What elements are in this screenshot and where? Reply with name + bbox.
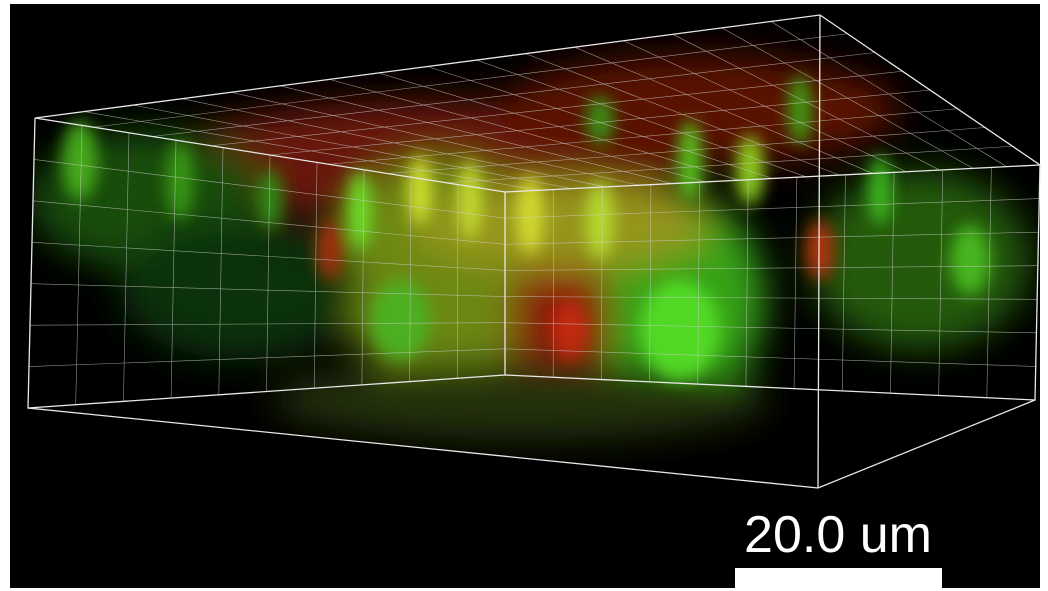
scale-bar: [735, 568, 942, 588]
micrograph: 20.0 um: [0, 0, 1048, 591]
page: 20.0 um (() => { const data = JSON.parse…: [0, 0, 1048, 591]
scale-bar-label: 20.0 um: [744, 506, 932, 564]
